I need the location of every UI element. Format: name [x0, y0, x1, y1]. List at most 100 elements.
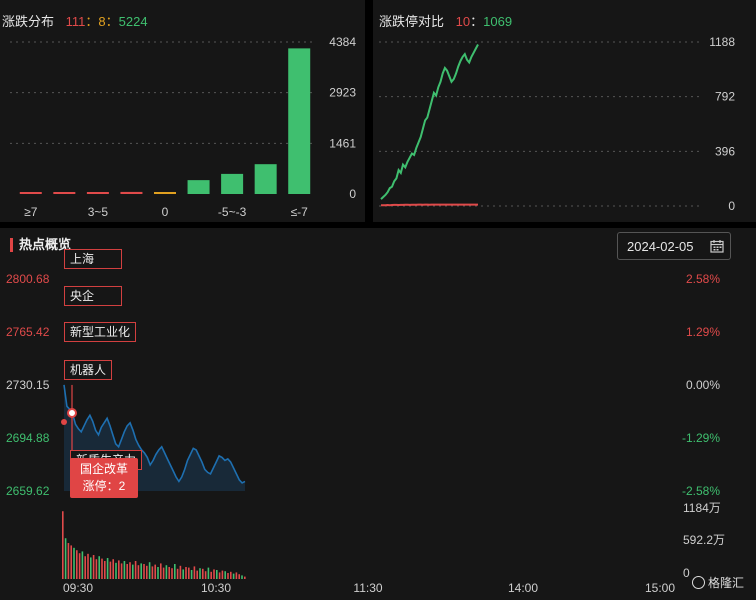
volume-bar	[126, 564, 128, 579]
highlight-point	[67, 408, 77, 418]
volume-bar	[92, 555, 95, 579]
y-tick-label-left: 2694.88	[6, 431, 50, 445]
y-tick-label-right: -2.58%	[682, 484, 720, 498]
volume-bar	[207, 567, 210, 579]
date-value: 2024-02-05	[627, 239, 694, 254]
distribution-bar	[154, 192, 176, 194]
gelonghui-logo: 格隆汇	[692, 574, 744, 591]
limit-down-line	[380, 44, 479, 200]
hot-tag-central-soe[interactable]: 央企	[64, 286, 122, 306]
volume-bar	[230, 571, 232, 579]
volume-bar	[90, 557, 92, 579]
volume-bar	[132, 564, 134, 579]
rise-fall-distribution-header: 涨跌分布 111：8：5224	[2, 14, 148, 29]
volume-bar	[185, 567, 187, 579]
volume-bar	[143, 564, 145, 579]
panel-title: 涨跌停对比	[379, 14, 445, 29]
volume-bar	[87, 553, 89, 579]
gelonghui-logo-icon	[692, 576, 705, 589]
volume-bar	[193, 566, 196, 579]
hot-popup-soe-reform[interactable]: 国企改革 涨停：2	[70, 458, 138, 498]
hot-overview-panel	[0, 228, 756, 600]
volume-bar	[238, 574, 240, 579]
volume-bar	[109, 561, 112, 579]
hot-overview-title: 热点概览	[10, 238, 71, 252]
distribution-bar	[288, 48, 311, 194]
hot-tag-robot[interactable]: 机器人	[64, 360, 113, 380]
x-tick-label: 15:00	[645, 581, 675, 595]
y-tick-label: 1188	[709, 35, 735, 49]
limit-comparison-panel: 涨跌停对比 10：1069 1188 792 396 0	[373, 0, 756, 222]
limit-comparison-line-chart: 1188 792 396 0	[379, 35, 735, 213]
volume-bar	[70, 545, 72, 579]
date-picker[interactable]: 2024-02-05	[617, 232, 731, 260]
volume-bar	[62, 511, 64, 579]
popup-concept: 国企改革	[79, 462, 128, 476]
volume-bar	[134, 561, 137, 579]
limit-comparison-header: 涨跌停对比 10：1069	[379, 14, 513, 29]
y-tick-label-left: 2765.42	[6, 325, 50, 339]
distribution-bar	[53, 192, 76, 194]
distribution-bar	[221, 173, 244, 194]
volume-bar	[188, 567, 190, 579]
y-tick-label-left: 2800.68	[6, 272, 50, 286]
volume-bar	[202, 568, 204, 579]
volume-bar	[104, 561, 106, 579]
volume-bar	[160, 563, 162, 579]
hot-tag-shanghai[interactable]: 上海	[64, 249, 122, 269]
volume-bar	[241, 575, 243, 579]
y-tick-label: 792	[715, 90, 735, 104]
x-tick-label: 11:30	[353, 581, 382, 595]
y-tick-label: 1461	[329, 136, 356, 150]
volume-bar	[171, 568, 173, 579]
x-tick-label: 0	[162, 205, 169, 219]
x-tick-label: ≤-7	[291, 205, 309, 219]
volume-bar	[67, 543, 70, 579]
rise-fall-distribution-panel: 涨跌分布 111：8：5224 4384 2923 1461 0 ≥7 3~5 0 -5~-3…	[0, 0, 365, 222]
y-tick-label-right: 2.58%	[686, 272, 720, 286]
hot-overview-intraday-chart: 2800.68 2.58% 2765.42 1.29% 2730.15 0.00% 2694…	[6, 272, 725, 595]
volume-bar	[210, 571, 212, 579]
y-tick-label-right: -1.29%	[682, 431, 720, 445]
y-tick-label: 0	[728, 199, 735, 213]
volume-bar	[78, 553, 81, 579]
volume-bar	[196, 570, 198, 579]
flat-count: 8	[98, 14, 106, 29]
volume-bar	[165, 565, 168, 579]
hot-tag-new-industrialization[interactable]: 新型工业化	[64, 322, 137, 342]
volume-bar	[115, 562, 117, 579]
volume-bar	[224, 571, 226, 579]
volume-bar	[190, 570, 193, 579]
volume-bar	[204, 571, 207, 579]
volume-bar	[76, 550, 78, 579]
volume-bar	[235, 572, 238, 579]
down-count: 5224	[118, 14, 148, 29]
calendar-icon[interactable]	[710, 239, 724, 256]
volume-tick-label: 0	[683, 566, 690, 580]
volume-bar	[112, 559, 114, 579]
volume-tick-label: 592.2万	[683, 533, 725, 547]
y-tick-label-left: 2659.62	[6, 484, 50, 498]
volume-bar	[182, 569, 184, 579]
volume-bar	[84, 556, 86, 579]
limit-down-count: 1069	[483, 14, 513, 29]
distribution-bar	[254, 164, 277, 194]
volume-bar	[151, 566, 154, 579]
limit-up-count: 10	[455, 14, 471, 29]
volume-bar	[199, 568, 201, 579]
volume-bar	[148, 562, 151, 579]
volume-bar	[227, 573, 229, 579]
y-tick-label-right: 1.29%	[686, 325, 720, 339]
up-count: 111	[65, 14, 86, 29]
limit-up-line	[380, 203, 478, 207]
volume-bar	[146, 565, 148, 579]
volume-bar	[137, 565, 140, 579]
distribution-bar-chart: 4384 2923 1461 0 ≥7 3~5 0 -5~-3 ≤-7	[10, 35, 356, 219]
distribution-bar	[187, 180, 210, 194]
volume-bar	[216, 570, 218, 579]
volume-bar	[140, 563, 142, 579]
y-tick-label: 4384	[329, 35, 356, 49]
x-tick-label: 3~5	[88, 205, 109, 219]
y-tick-label-left: 2730.15	[6, 378, 50, 392]
volume-bar	[64, 538, 67, 579]
